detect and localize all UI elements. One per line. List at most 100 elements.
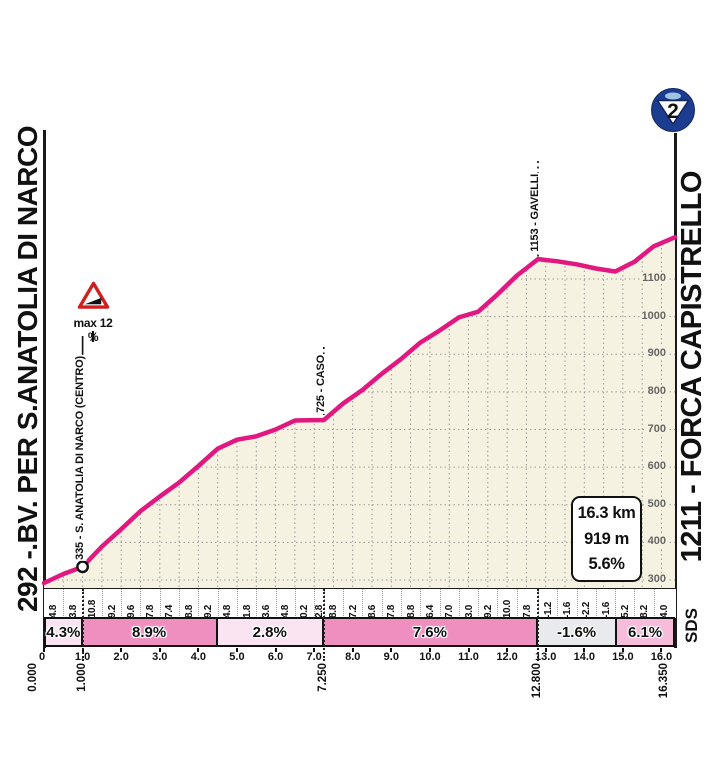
distance-tick-label: 3.0: [152, 651, 168, 663]
elevation-tick-label: 800: [645, 384, 668, 397]
distance-tick-label: 8.0: [345, 651, 361, 663]
gradient-cell: 7.8: [516, 589, 538, 618]
gradient-segment-label: 2.8%: [252, 623, 287, 641]
gradient-cell: 7.2: [343, 589, 362, 618]
distance-tick-label: 5.0: [229, 651, 245, 663]
gradient-cell: 6.4: [420, 589, 439, 618]
climb-elevation-gain: 919 m: [584, 529, 629, 548]
distance-tick-mark: [660, 648, 663, 652]
waypoint-label: 725 - CASO: [315, 354, 328, 415]
distance-tick-label: 4.0: [190, 651, 206, 663]
badge-category-number: 2: [667, 100, 679, 123]
gradient-cell: -1.6: [557, 589, 576, 618]
gradient-cell: 7.8: [140, 589, 159, 618]
gradient-segment: 6.1%: [615, 617, 675, 647]
climb-avg-gradient: 5.6%: [588, 554, 625, 573]
gradient-segment: 2.8%: [215, 617, 324, 647]
distance-tick-mark: [506, 648, 509, 652]
gradient-segment-label: 4.3%: [46, 623, 81, 641]
distance-tick-mark: [197, 648, 200, 652]
gradient-cell: -1.6: [595, 589, 615, 618]
badge-triangle-icon: [656, 99, 690, 125]
gradient-cell: 3.8: [63, 589, 82, 618]
distance-tick-mark: [390, 648, 393, 652]
elevation-tick-label: 300: [645, 573, 668, 585]
elevation-tick-label: 600: [645, 460, 668, 473]
waypoint-leader-line: [92, 331, 94, 342]
steep-slope-warning-icon: [77, 281, 109, 309]
waypoint-markers: [76, 560, 90, 574]
gradient-cell: 7.0: [439, 589, 459, 618]
distance-tick-label: 9.0: [383, 651, 399, 663]
gradient-cell: 8.2: [634, 589, 653, 618]
gradient-cell: 0.2: [294, 589, 314, 618]
distance-tick-mark: [428, 648, 431, 652]
gradient-cell: 5.2: [615, 589, 634, 618]
gradient-cell: 9.2: [101, 589, 121, 618]
gradient-segment-label: 6.1%: [627, 623, 663, 641]
distance-tick-mark: [351, 648, 354, 652]
gradient-cell: 8.8: [179, 589, 198, 618]
distance-tick-label: 7.0: [306, 651, 322, 663]
distance-tick-label: 14.0: [573, 651, 595, 663]
gradient-segment: 4.3%: [44, 617, 83, 647]
elevation-tick-label: 700: [645, 422, 668, 435]
waypoint-label: 335 - S. ANATOLIA DI NARCO (CENTRO): [74, 355, 87, 561]
distance-tick-label: 15.0: [612, 651, 634, 663]
gradient-cell: 7.4: [159, 589, 179, 618]
climb-category-badge: 2: [651, 88, 695, 132]
distance-tick-mark: [467, 648, 470, 652]
distance-tick-mark: [274, 648, 277, 652]
gradient-cell: 10.0: [497, 589, 516, 618]
distance-tick-mark: [544, 648, 547, 652]
distance-tick-mark: [120, 648, 123, 652]
distance-tick-label: 16.0: [650, 651, 673, 663]
distance-tick-mark: [583, 648, 586, 652]
climb-distance: 16.3 km: [577, 504, 636, 523]
plot-bottom-line: [44, 588, 676, 589]
gradient-segment-label: 8.9%: [132, 623, 167, 641]
right-axis-line: [674, 133, 677, 648]
distance-tick-mark: [158, 648, 161, 652]
distance-tick-label: 12.0: [496, 651, 518, 663]
profile-line: [41, 234, 678, 586]
distance-tick-mark: [621, 648, 624, 652]
gradient-cells-strip: 4.8 3.8 10.8 9.2 9.6 7.8 7.4 8.8 9.2 4.8 1.8 3.6 4.8…: [44, 589, 676, 618]
gradient-cell: 2.8: [314, 589, 325, 618]
gradient-cell: 3.0: [458, 589, 478, 618]
gradient-cell: 9.2: [478, 589, 497, 618]
gradient-segments-strip: 4.3% 8.9% 2.8% 7.6% -1.6% 6.1%: [44, 617, 676, 647]
distance-tick-label: 6.0: [267, 651, 284, 663]
distance-tick-label: 0: [38, 651, 46, 663]
badge-highlight: [665, 92, 681, 100]
gradient-segment: -1.6%: [535, 617, 618, 647]
gradient-cell: 9.6: [121, 589, 140, 618]
distance-tick-label: 13.0: [534, 651, 557, 663]
elevation-tick-label: 400: [645, 535, 668, 548]
gradient-cell: 9.2: [198, 589, 217, 618]
profile-area-fill: [44, 237, 675, 588]
waypoint-label: 1153 - GAVELLI: [529, 173, 543, 254]
distance-tick-mark: [43, 648, 45, 652]
gradient-cell: -2.2: [576, 589, 596, 618]
climb-summary-box: 16.3 km 919 m 5.6%: [571, 496, 642, 582]
gradient-cell: 7.8: [381, 589, 401, 618]
gradient-cell: 4.8: [217, 589, 237, 618]
gradient-segment: 7.6%: [321, 617, 538, 647]
gradient-cell: 4.0: [653, 589, 675, 618]
gradient-cell: 1.8: [236, 589, 256, 618]
distance-tick-mark: [313, 648, 316, 652]
elevation-tick-label: 900: [645, 347, 668, 360]
distance-tick-mark: [235, 648, 238, 652]
distance-tick-label: 2.0: [113, 651, 129, 663]
left-axis-line: [43, 130, 46, 648]
gradient-segment-label: 7.6%: [412, 623, 447, 641]
gradient-segment-label: -1.6%: [556, 623, 597, 641]
elevation-tick-label: 1100: [640, 272, 668, 284]
distance-tick-label: 10.0: [419, 651, 441, 663]
elevation-tick-label: 500: [645, 497, 668, 510]
